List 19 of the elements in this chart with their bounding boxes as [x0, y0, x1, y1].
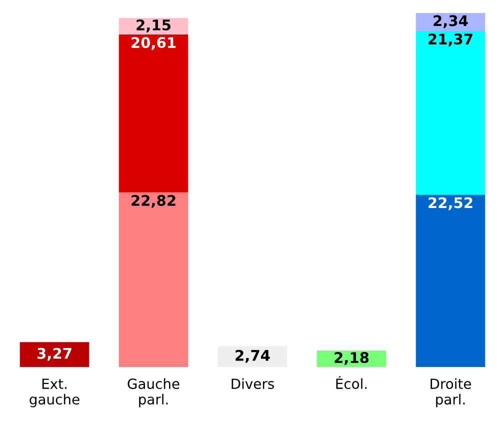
data-label: 22,82 [132, 194, 176, 208]
x-tick-label: Droite parl. [430, 378, 471, 408]
x-tick-label: Gauche parl. [128, 378, 180, 408]
data-label: 22,52 [428, 197, 472, 210]
x-tick-label: Ext. gauche [30, 378, 80, 408]
x-tick-label: Divers [232, 378, 274, 390]
bar [118, 192, 188, 368]
bar [118, 34, 188, 192]
data-label: 2,18 [334, 352, 369, 365]
bar [416, 194, 486, 368]
bar [20, 342, 90, 368]
data-label: 20,61 [132, 37, 176, 50]
data-label: 3,27 [37, 348, 72, 361]
data-label: 2,74 [236, 350, 270, 363]
x-tick-label: Écol. [336, 376, 367, 390]
data-label: 21,37 [428, 34, 472, 46]
data-label: 2,34 [434, 15, 468, 28]
data-label: 2,15 [136, 19, 170, 32]
bar [416, 30, 486, 195]
